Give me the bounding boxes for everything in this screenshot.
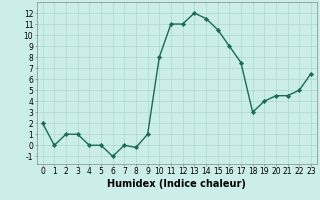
X-axis label: Humidex (Indice chaleur): Humidex (Indice chaleur)	[108, 179, 246, 189]
